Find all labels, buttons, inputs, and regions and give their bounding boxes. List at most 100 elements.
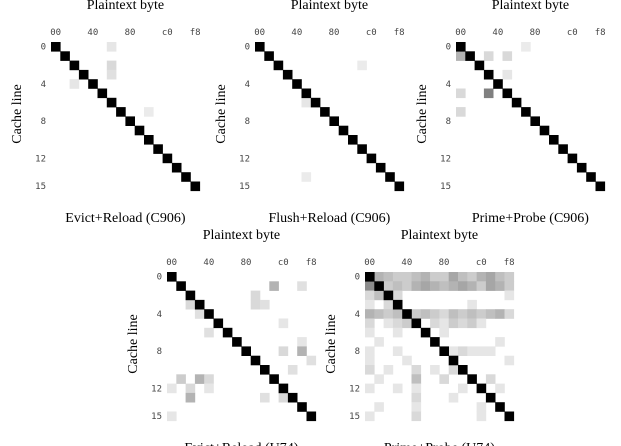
heatmap-cell: [411, 365, 422, 375]
diagonal-cell: [97, 88, 108, 99]
y-tick-label: 0: [446, 43, 451, 53]
x-tick-label: f8: [394, 28, 405, 38]
heatmap-cell: [411, 281, 422, 291]
heatmap-cell: [467, 272, 477, 282]
diagonal-cell: [383, 290, 394, 301]
heatmap-cell: [392, 346, 403, 356]
diagonal-cell: [465, 51, 475, 61]
x-tick-label: 40: [401, 258, 412, 268]
y-tick-label: 4: [245, 80, 250, 90]
diagonal-cell: [320, 107, 330, 117]
heatmap-cell: [365, 309, 375, 319]
heatmap-panel: Plaintext byte Cache line 00 40 80 c0 f8 0 4 8 12 1…: [126, 228, 317, 446]
heatmap-cell: [439, 318, 449, 329]
y-axis-label: Cache line: [10, 84, 25, 143]
heatmap-cell: [411, 402, 422, 412]
heatmap-cell: [476, 272, 487, 282]
panel-caption: Prime+Probe (U74): [384, 441, 495, 446]
diagonal-cell: [420, 327, 431, 338]
diagonal-cell: [78, 69, 89, 80]
heatmap-cell: [392, 309, 403, 319]
heatmap-cell: [476, 411, 487, 422]
y-axis-label: Cache line: [324, 314, 339, 373]
diagonal-cell: [255, 42, 265, 52]
heatmap-cell: [485, 346, 496, 356]
heatmap-cell: [485, 272, 496, 282]
y-tick-label: 0: [245, 43, 250, 53]
diagonal-cell: [511, 97, 522, 108]
heatmap-cell: [430, 309, 440, 319]
y-tick-label: 12: [349, 384, 360, 394]
heatmap-cell: [306, 355, 317, 366]
diagonal-cell: [222, 327, 233, 338]
heatmap-cell: [476, 309, 487, 319]
diagonal-cell: [264, 51, 274, 61]
x-tick-label: 00: [50, 28, 61, 38]
heatmap-cell: [383, 281, 394, 291]
y-tick-label: 0: [157, 273, 162, 283]
panel-title: Plaintext byte: [203, 228, 280, 243]
heatmap-panel: Plaintext byte Cache line 00 40 80 c0 f8 0 4 8 12 1…: [324, 228, 515, 446]
diagonal-cell: [375, 162, 386, 173]
x-tick-label: 00: [364, 258, 375, 268]
heatmap-cell: [411, 309, 422, 319]
diagonal-cell: [476, 383, 487, 394]
heatmap-cell: [430, 272, 440, 282]
heatmap-cell: [365, 281, 375, 291]
y-tick-label: 15: [35, 182, 46, 192]
heatmap-cell: [439, 309, 449, 319]
diagonal-cell: [374, 281, 384, 291]
heatmap-cell: [392, 327, 403, 338]
heatmap-cell: [485, 374, 496, 384]
heatmap-cell: [260, 299, 270, 310]
heatmap-cell: [467, 309, 477, 319]
diagonal-cell: [194, 299, 205, 310]
y-tick-label: 15: [349, 412, 360, 422]
heatmap-cell: [392, 290, 403, 301]
heatmap-cell: [502, 69, 513, 80]
diagonal-cell: [504, 411, 515, 422]
x-tick-label: 80: [241, 258, 252, 268]
heatmap-cell: [383, 299, 394, 310]
heatmap-cell: [106, 42, 117, 52]
diagonal-cell: [539, 125, 550, 136]
heatmap-cell: [430, 318, 440, 329]
heatmap-cell: [495, 272, 505, 282]
y-tick-label: 8: [355, 347, 360, 357]
y-tick-label: 0: [355, 273, 360, 283]
heatmap-cell: [411, 392, 422, 403]
diagonal-cell: [439, 346, 449, 356]
diagonal-cell: [167, 272, 177, 282]
diagonal-cell: [402, 309, 412, 319]
heatmap-cell: [365, 411, 375, 422]
panel-title: Plaintext byte: [87, 0, 164, 13]
diagonal-cell: [595, 181, 606, 192]
heatmap-cell: [476, 318, 487, 329]
heatmap-cell: [402, 355, 412, 366]
diagonal-cell: [69, 60, 80, 71]
heatmap-cell: [420, 281, 431, 291]
heatmap-cell: [476, 281, 487, 291]
heatmap-cell: [402, 281, 412, 291]
heatmap-cell: [365, 355, 375, 366]
heatmap-cell: [392, 318, 403, 329]
diagonal-cell: [162, 153, 173, 164]
diagonal-cell: [366, 153, 377, 164]
diagonal-cell: [106, 97, 117, 108]
x-tick-label: f8: [595, 28, 606, 38]
panel-title: Plaintext byte: [401, 228, 478, 243]
heatmap-cell: [365, 383, 375, 394]
heatmap-cell: [194, 374, 205, 384]
heatmap-cell: [297, 346, 307, 356]
x-tick-label: 40: [87, 28, 98, 38]
heatmap-panel: Plaintext byte Cache line 00 40 80 c0 f8 0 4 8 12 1…: [415, 0, 606, 226]
diagonal-cell: [357, 144, 367, 154]
diagonal-cell: [171, 162, 182, 173]
x-tick-label: c0: [162, 28, 173, 38]
diagonal-cell: [181, 172, 191, 182]
heatmap-cell: [467, 299, 477, 310]
y-tick-label: 4: [41, 80, 46, 90]
diagonal-cell: [329, 116, 339, 126]
heatmap-cell: [185, 299, 196, 310]
